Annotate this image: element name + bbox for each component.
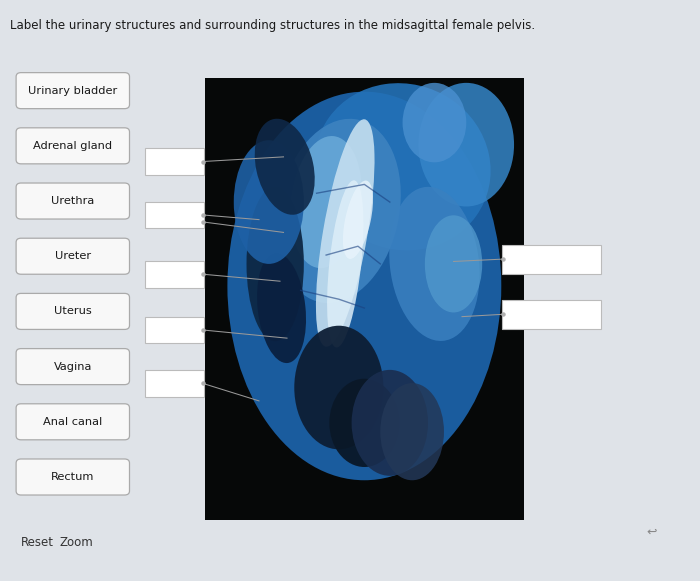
FancyBboxPatch shape xyxy=(16,404,130,440)
FancyBboxPatch shape xyxy=(16,293,130,329)
FancyBboxPatch shape xyxy=(502,300,601,329)
FancyBboxPatch shape xyxy=(502,245,601,274)
FancyBboxPatch shape xyxy=(145,370,204,397)
FancyBboxPatch shape xyxy=(16,128,130,164)
Ellipse shape xyxy=(228,92,501,480)
Text: Anal canal: Anal canal xyxy=(43,417,102,427)
FancyBboxPatch shape xyxy=(16,238,130,274)
Ellipse shape xyxy=(277,119,401,303)
FancyBboxPatch shape xyxy=(145,148,204,175)
Text: Urinary bladder: Urinary bladder xyxy=(28,85,118,96)
Text: $\hookleftarrow$: $\hookleftarrow$ xyxy=(644,525,658,537)
Text: Rectum: Rectum xyxy=(51,472,94,482)
Text: Adrenal gland: Adrenal gland xyxy=(33,141,113,151)
Ellipse shape xyxy=(425,216,482,313)
Ellipse shape xyxy=(389,187,480,341)
Ellipse shape xyxy=(290,136,362,268)
Ellipse shape xyxy=(402,83,466,162)
Ellipse shape xyxy=(351,370,428,476)
Ellipse shape xyxy=(234,140,304,264)
Ellipse shape xyxy=(314,83,491,250)
Text: Zoom: Zoom xyxy=(60,536,93,549)
FancyBboxPatch shape xyxy=(145,202,204,228)
Text: Reset: Reset xyxy=(21,536,54,549)
FancyBboxPatch shape xyxy=(145,317,204,343)
Ellipse shape xyxy=(246,187,304,341)
Ellipse shape xyxy=(327,180,363,347)
Ellipse shape xyxy=(329,379,400,467)
Text: Uterus: Uterus xyxy=(54,306,92,317)
Text: Ureter: Ureter xyxy=(55,251,91,261)
FancyBboxPatch shape xyxy=(145,261,204,288)
Ellipse shape xyxy=(294,326,384,449)
Ellipse shape xyxy=(257,253,306,363)
Ellipse shape xyxy=(419,83,514,206)
Ellipse shape xyxy=(316,119,374,347)
Text: Vagina: Vagina xyxy=(54,361,92,372)
Text: Urethra: Urethra xyxy=(51,196,94,206)
Bar xyxy=(205,78,524,520)
Ellipse shape xyxy=(380,383,444,480)
FancyBboxPatch shape xyxy=(16,183,130,219)
Text: Label the urinary structures and surrounding structures in the midsagittal femal: Label the urinary structures and surroun… xyxy=(10,19,536,31)
Ellipse shape xyxy=(343,181,373,259)
FancyBboxPatch shape xyxy=(16,349,130,385)
FancyBboxPatch shape xyxy=(16,73,130,109)
FancyBboxPatch shape xyxy=(16,459,130,495)
Ellipse shape xyxy=(255,119,315,215)
